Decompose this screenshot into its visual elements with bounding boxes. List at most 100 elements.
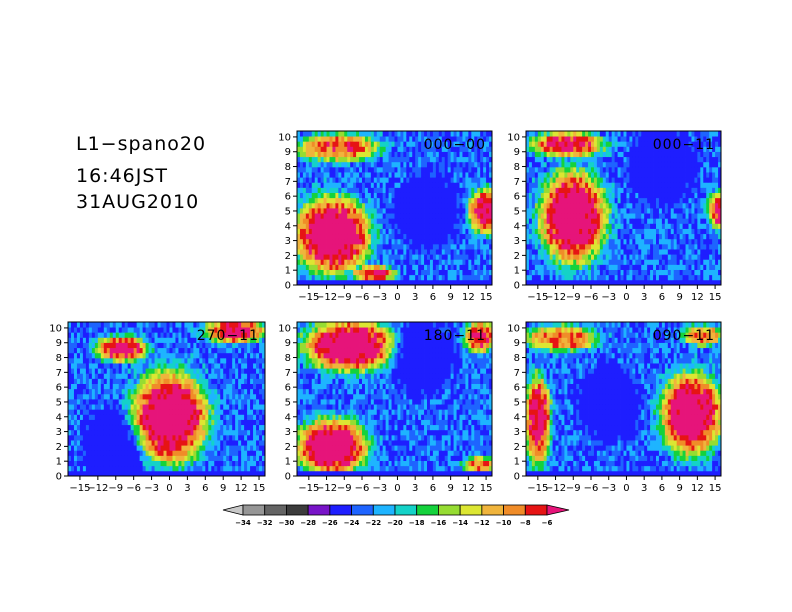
heat-cell [415, 259, 419, 265]
heat-cell [412, 238, 416, 245]
heat-cell [388, 177, 392, 183]
heat-cell [682, 264, 686, 270]
heat-cell [712, 254, 716, 260]
heat-cell [617, 269, 621, 276]
heat-cell [139, 434, 144, 441]
heat-cell [596, 192, 601, 199]
heat-cell [364, 156, 369, 163]
heat-cell [320, 249, 324, 255]
heat-cell [388, 274, 392, 281]
heat-cell [73, 465, 78, 472]
heat-cell [588, 243, 592, 250]
heat-cell [376, 274, 381, 281]
heat-cell [650, 151, 654, 158]
heat-cell [118, 363, 123, 369]
heat-cell [531, 213, 536, 219]
heat-cell [424, 254, 428, 260]
heat-cell [100, 342, 105, 349]
heat-cell [667, 208, 672, 214]
heat-cell [314, 166, 319, 173]
heat-cell [154, 424, 158, 431]
heat-cell [299, 223, 304, 229]
heat-cell [543, 218, 548, 224]
heat-cell [382, 243, 387, 250]
heat-cell [142, 434, 146, 441]
heat-cell [602, 197, 607, 204]
heat-cell [350, 156, 354, 163]
heat-cell [528, 269, 533, 276]
heat-cell [367, 161, 372, 168]
heat-cell [697, 208, 701, 214]
heat-cell [552, 264, 556, 270]
heat-cell [534, 177, 539, 183]
heat-cell [540, 208, 545, 214]
heat-cell [593, 264, 598, 270]
heat-cell [385, 161, 389, 168]
heat-cell [130, 434, 135, 441]
heat-cell [397, 279, 401, 286]
heat-cell [644, 197, 648, 204]
heat-cell [483, 146, 487, 152]
heat-cell [109, 455, 114, 461]
heat-cell [700, 136, 704, 142]
heat-cell [611, 166, 616, 173]
heat-cell [311, 187, 316, 193]
heat-cell [450, 131, 454, 137]
heat-cell [567, 172, 571, 178]
heat-cell [341, 187, 345, 193]
heat-cell [531, 131, 536, 137]
heat-cell [462, 172, 466, 178]
heat-cell [359, 182, 363, 188]
heat-cell [614, 233, 618, 240]
heat-cell [88, 470, 93, 477]
heat-cell [335, 208, 339, 214]
heat-cell [567, 218, 571, 224]
heat-cell [465, 238, 469, 245]
heat-cell [682, 136, 686, 142]
heat-cell [564, 172, 568, 178]
heat-cell [115, 393, 120, 400]
heat-cell [567, 223, 571, 229]
heat-cell [115, 373, 120, 379]
heat-cell [115, 352, 120, 359]
heat-cell [314, 202, 319, 209]
heat-cell [456, 187, 460, 193]
heat-cell [661, 156, 666, 163]
heat-cell [667, 161, 672, 168]
heat-cell [480, 238, 484, 245]
heat-cell [305, 131, 310, 137]
heat-cell [427, 177, 431, 183]
heat-cell [438, 249, 443, 255]
heat-cell [91, 445, 96, 451]
heat-cell [703, 156, 707, 163]
heat-cell [670, 233, 675, 240]
heat-cell [385, 243, 389, 250]
heat-cell [409, 182, 413, 188]
heat-cell [412, 259, 416, 265]
heat-cell [614, 228, 618, 235]
heat-cell [73, 460, 78, 467]
heat-cell [697, 223, 701, 229]
heat-cell [697, 228, 701, 235]
heat-cell [579, 172, 583, 178]
heat-cell [664, 254, 669, 260]
heat-cell [614, 218, 618, 224]
heat-cell [427, 223, 431, 229]
heat-cell [403, 161, 407, 168]
heat-cell [136, 434, 141, 441]
heat-cell [534, 156, 539, 163]
heat-cell [531, 228, 536, 235]
heat-cell [459, 233, 463, 240]
heat-cell [308, 223, 313, 229]
heat-cell [638, 151, 642, 158]
heat-cell [421, 161, 425, 168]
heat-cell [486, 197, 490, 204]
heat-cell [650, 213, 654, 219]
heat-cell [474, 131, 478, 137]
heat-cell [299, 177, 304, 183]
heat-cell [552, 238, 556, 245]
heat-cell [526, 182, 530, 188]
heat-cell [653, 233, 657, 240]
heat-cell [367, 274, 372, 281]
heat-cell [329, 208, 333, 214]
